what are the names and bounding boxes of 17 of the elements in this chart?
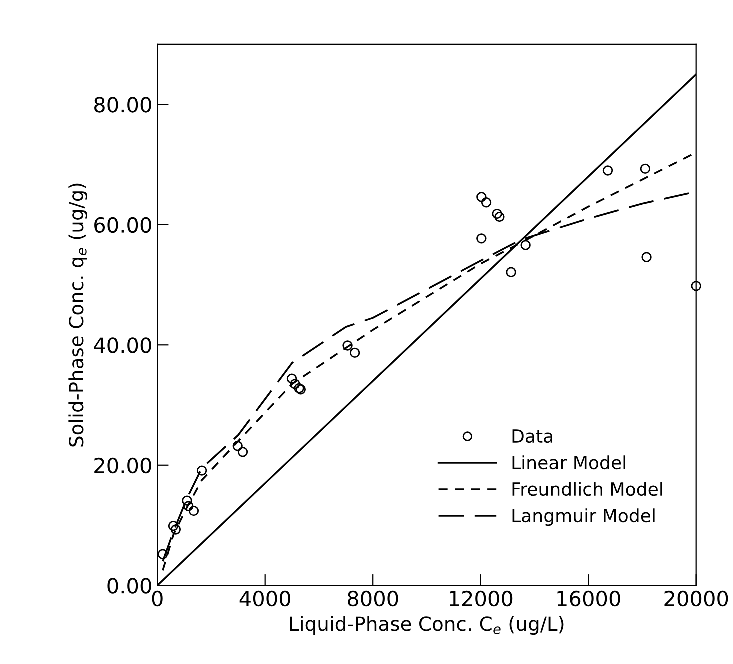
legend-label: Linear Model [512, 456, 626, 470]
x-tick-label: 4000 [240, 590, 290, 607]
x-tick-label: 16000 [558, 590, 620, 607]
y-tick-label: 60.00 [94, 217, 152, 234]
y-tick-label: 80.00 [94, 97, 152, 113]
legend-label: Freundlich Model [512, 482, 662, 496]
y-tick-label: 0.00 [108, 578, 152, 594]
legend-label: Data [512, 430, 553, 444]
x-tick-label: 12000 [450, 590, 513, 607]
y-tick-label: 40.00 [94, 338, 152, 354]
y-axis-title: Solid-Phase Conc. q$_{e}$ (ug/g) [68, 184, 88, 447]
x-tick-label: 20000 [664, 590, 728, 607]
y-tick-label: 20.00 [94, 458, 152, 474]
legend-label: Langmuir Model [512, 508, 655, 526]
x-axis-title: Liquid-Phase Conc. C$_{e}$ (ug/L) [290, 616, 564, 636]
x-tick-label: 0 [152, 590, 163, 607]
x-tick-label: 8000 [348, 590, 398, 607]
